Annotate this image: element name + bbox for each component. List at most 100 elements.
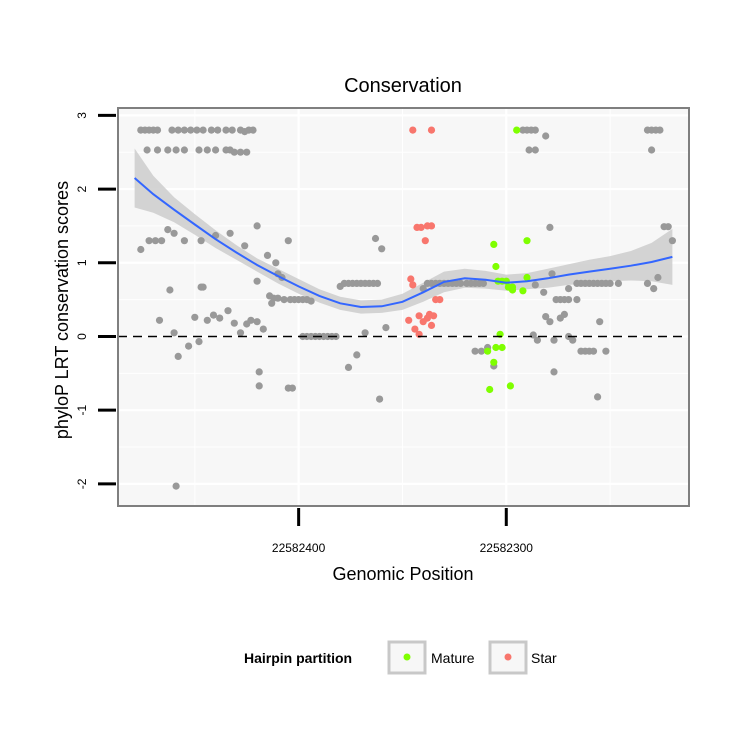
star-point — [421, 237, 429, 245]
other-point — [307, 297, 315, 305]
other-point — [548, 270, 556, 278]
other-point — [569, 336, 577, 344]
x-tick-label: 22582300 — [480, 541, 534, 555]
other-point — [212, 146, 220, 154]
other-point — [166, 286, 174, 294]
other-point — [193, 126, 201, 134]
other-point — [228, 126, 236, 134]
other-point — [550, 368, 558, 376]
other-point — [164, 226, 172, 234]
other-point — [650, 285, 658, 293]
other-point — [376, 395, 384, 403]
legend-key-star — [488, 640, 528, 675]
other-point — [180, 237, 188, 245]
smooth-line-layer — [133, 177, 673, 309]
legend-label-star: Star — [531, 650, 557, 666]
other-point — [457, 279, 465, 287]
axis-ticks: 3 2 1 0 -1 -2 22582400 22582300 — [75, 112, 533, 555]
other-point — [565, 285, 573, 293]
star-point — [409, 281, 417, 289]
other-point — [272, 259, 280, 267]
other-point — [158, 237, 166, 245]
mature-point — [523, 237, 531, 245]
star-point — [417, 223, 425, 231]
other-point — [614, 279, 623, 287]
star-point — [407, 275, 415, 283]
other-point — [263, 251, 272, 259]
other-point — [174, 352, 182, 360]
other-point — [565, 296, 573, 304]
other-point — [594, 393, 602, 401]
other-point — [550, 336, 558, 344]
other-point — [172, 146, 180, 154]
other-point — [596, 318, 604, 326]
other-point — [560, 310, 569, 318]
other-point — [255, 368, 263, 376]
loess-smooth-line — [133, 177, 673, 309]
other-point — [542, 313, 550, 321]
other-point — [373, 279, 382, 287]
star-point — [427, 126, 436, 134]
other-point — [143, 146, 151, 154]
other-point — [195, 338, 203, 346]
mature-point — [519, 287, 527, 295]
other-point — [648, 146, 656, 154]
other-point — [471, 347, 479, 355]
other-point — [378, 245, 386, 253]
legend: Hairpin partition Mature Star — [244, 640, 557, 675]
other-point — [243, 148, 251, 156]
mature-point — [498, 343, 506, 352]
other-point — [209, 311, 218, 319]
other-point — [542, 132, 550, 140]
y-tick-label: -1 — [75, 405, 89, 416]
other-point — [253, 277, 261, 285]
other-point — [259, 325, 267, 333]
other-point — [180, 126, 188, 134]
other-point — [185, 342, 193, 350]
legend-label-mature: Mature — [431, 650, 475, 666]
other-point — [546, 318, 554, 326]
other-point — [255, 382, 263, 390]
other-point — [164, 146, 172, 154]
other-point — [531, 146, 539, 154]
other-point — [199, 283, 207, 291]
other-point — [207, 126, 215, 134]
other-point — [531, 281, 539, 289]
other-point — [479, 279, 487, 287]
other-point — [540, 288, 548, 296]
mature-point — [502, 277, 510, 285]
legend-mature-swatch — [403, 653, 411, 661]
mature-point — [523, 273, 531, 282]
other-point — [573, 296, 581, 304]
y-tick-label: 1 — [75, 259, 89, 266]
other-point — [353, 351, 361, 359]
legend-title: Hairpin partition — [244, 650, 352, 666]
other-point — [203, 146, 211, 154]
other-point — [382, 324, 390, 332]
other-point — [137, 245, 145, 254]
y-tick-label: 3 — [75, 112, 89, 119]
x-tick-label: 22582400 — [272, 541, 326, 555]
star-point — [427, 222, 436, 230]
other-point — [214, 126, 222, 134]
other-point — [197, 237, 205, 245]
other-point — [284, 237, 292, 245]
mature-point — [506, 382, 514, 390]
other-point — [606, 279, 614, 287]
mature-point — [492, 262, 500, 271]
other-point — [170, 229, 178, 237]
other-point — [288, 384, 296, 392]
other-point — [195, 146, 203, 154]
other-point — [249, 126, 257, 134]
other-point — [155, 316, 164, 324]
star-point — [405, 316, 413, 324]
other-point — [668, 237, 677, 245]
star-point — [409, 126, 417, 134]
mature-point — [490, 358, 498, 366]
other-point — [589, 347, 598, 355]
other-point — [247, 316, 255, 324]
other-point — [203, 316, 211, 324]
other-point — [253, 222, 261, 230]
other-point — [172, 482, 180, 490]
